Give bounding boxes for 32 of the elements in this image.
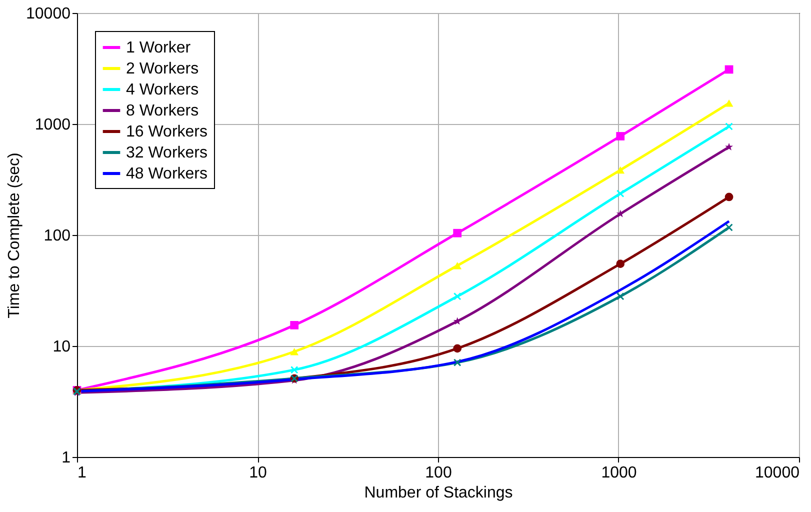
y-axis-title: Time to Complete (sec) bbox=[6, 152, 24, 318]
x-tick-label: 10000 bbox=[755, 464, 800, 482]
point bbox=[453, 228, 462, 238]
point bbox=[290, 348, 299, 356]
legend-label: 4 Workers bbox=[126, 82, 199, 98]
x-tick-label: 100 bbox=[425, 464, 452, 482]
legend-label: 1 Worker bbox=[126, 40, 192, 56]
x-tick-label: 10 bbox=[249, 464, 267, 482]
point bbox=[616, 190, 624, 198]
legend-label: 8 Workers bbox=[126, 102, 199, 120]
point bbox=[616, 260, 625, 268]
legend-label: 32 Workers bbox=[126, 144, 208, 162]
point bbox=[616, 132, 625, 140]
point bbox=[290, 366, 298, 374]
point bbox=[616, 210, 624, 218]
x-tick-label: 1000 bbox=[601, 464, 637, 482]
legend-label: 2 Workers bbox=[126, 60, 199, 78]
point bbox=[453, 358, 462, 366]
legend-label: 16 Workers bbox=[126, 124, 208, 140]
point bbox=[453, 292, 462, 300]
y-tick-label: 1000 bbox=[34, 116, 71, 134]
point bbox=[453, 344, 462, 353]
point bbox=[453, 262, 462, 270]
x-tick-label: 1 bbox=[78, 464, 86, 482]
y-tick-label: 1 bbox=[62, 450, 71, 466]
point bbox=[616, 166, 625, 174]
y-tick-label: 10 bbox=[52, 338, 71, 356]
y-tick-label: 100 bbox=[44, 228, 71, 244]
point bbox=[290, 321, 299, 330]
y-tick-label: 10000 bbox=[26, 6, 71, 22]
legend-label: 48 Workers bbox=[126, 166, 208, 182]
x-axis-title: Number of Stackings bbox=[364, 484, 513, 502]
